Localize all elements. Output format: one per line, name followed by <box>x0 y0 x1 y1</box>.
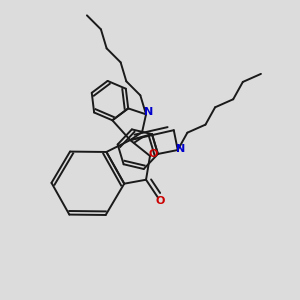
Text: O: O <box>148 149 158 159</box>
Text: N: N <box>176 144 185 154</box>
Text: N: N <box>144 107 154 117</box>
Text: O: O <box>155 196 165 206</box>
